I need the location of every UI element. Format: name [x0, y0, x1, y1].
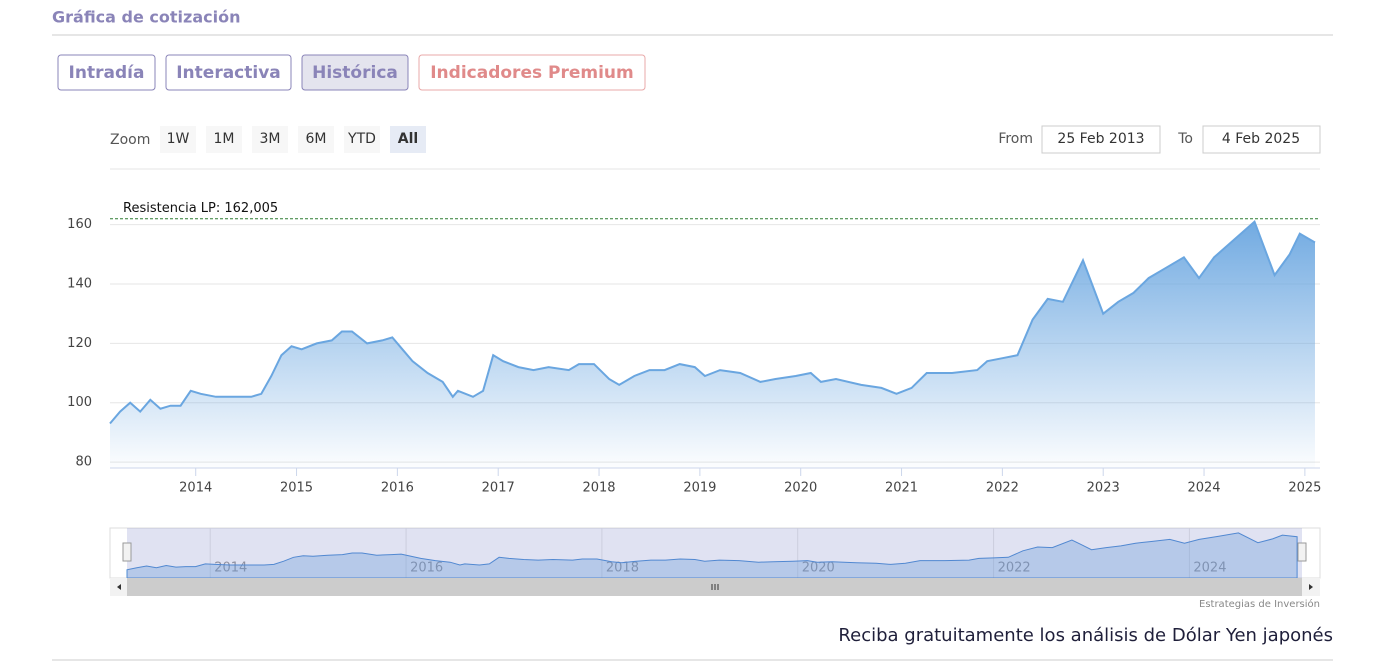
credit: Estrategias de Inversión	[1199, 598, 1320, 610]
navigator-handle[interactable]	[1297, 542, 1307, 562]
x-tick-label: 2024	[1187, 481, 1220, 496]
zoom-button[interactable]	[252, 126, 288, 153]
navigator-tick-label: 2018	[606, 561, 639, 576]
zoom-button-label: YTD	[347, 131, 376, 147]
tab-button[interactable]	[165, 54, 292, 91]
scroll-grip	[711, 584, 719, 590]
tab-label: Histórica	[312, 63, 398, 83]
x-tick-label: 2017	[482, 481, 515, 496]
tab-button[interactable]	[418, 54, 646, 91]
x-tick-label: 2025	[1288, 481, 1321, 496]
y-tick-label: 80	[75, 455, 92, 470]
zoom-button[interactable]	[206, 126, 242, 153]
tab-button[interactable]	[301, 54, 409, 91]
navigator-tick-label: 2022	[998, 561, 1031, 576]
navigator-frame	[109, 527, 1321, 579]
zoom-button-label: 3M	[260, 131, 281, 147]
navigator-tick-label: 2016	[410, 561, 443, 576]
x-tick-label: 2023	[1087, 481, 1120, 496]
x-tick-label: 2021	[885, 481, 918, 496]
x-tick-label: 2019	[683, 481, 716, 496]
zoom-label: Zoom	[110, 132, 150, 148]
scroll-arrow[interactable]	[1309, 584, 1313, 590]
range-label: From	[998, 131, 1033, 147]
date-value: 25 Feb 2013	[1057, 131, 1144, 147]
x-tick-label: 2022	[986, 481, 1019, 496]
y-tick-label: 100	[67, 395, 92, 410]
x-tick-label: 2020	[784, 481, 817, 496]
x-tick-label: 2015	[280, 481, 313, 496]
section-title: Gráfica de cotización	[52, 8, 240, 27]
zoom-button[interactable]	[160, 126, 196, 153]
navigator-tick-label: 2020	[802, 561, 835, 576]
y-tick-label: 120	[67, 336, 92, 351]
zoom-button[interactable]	[344, 126, 380, 153]
tab-label: Interactiva	[176, 63, 281, 83]
navigator-handle[interactable]	[122, 542, 132, 562]
date-input[interactable]	[1202, 125, 1321, 154]
zoom-button[interactable]	[390, 126, 426, 153]
y-tick-label: 160	[67, 217, 92, 232]
price-line	[109, 219, 1316, 425]
navigator-tick-label: 2024	[1193, 561, 1226, 576]
date-input[interactable]	[1041, 125, 1161, 154]
zoom-button-label: All	[398, 131, 418, 147]
date-value: 4 Feb 2025	[1222, 131, 1300, 147]
y-tick-label: 140	[67, 277, 92, 292]
scroll-arrow[interactable]	[117, 584, 121, 590]
zoom-button-label: 6M	[306, 131, 327, 147]
area-fill	[110, 221, 1315, 468]
navigator-area	[126, 532, 1298, 579]
range-label: To	[1177, 131, 1193, 147]
tab-label: Indicadores Premium	[430, 63, 634, 83]
x-tick-label: 2016	[381, 481, 414, 496]
x-tick-label: 2018	[582, 481, 615, 496]
navigator-mask	[127, 528, 1302, 578]
resistance-label: Resistencia LP: 162,005	[123, 201, 278, 216]
zoom-button-label: 1M	[214, 131, 235, 147]
tab-button[interactable]	[57, 54, 156, 91]
tab-label: Intradía	[69, 63, 145, 83]
zoom-button-label: 1W	[167, 131, 190, 147]
x-tick-label: 2014	[179, 481, 212, 496]
zoom-button[interactable]	[298, 126, 334, 153]
footer-text: Reciba gratuitamente los análisis de Dól…	[838, 625, 1333, 646]
